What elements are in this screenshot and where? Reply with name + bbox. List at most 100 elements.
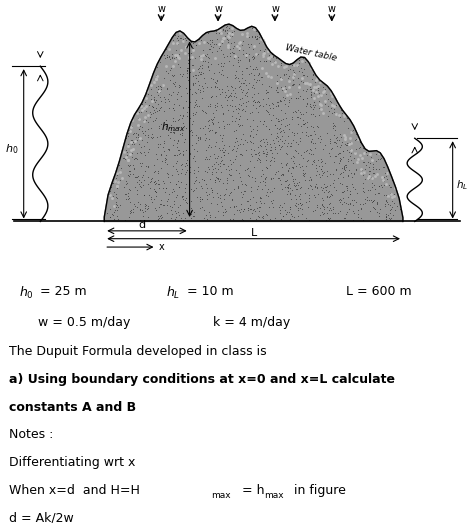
- Point: [282, 177, 289, 185]
- Point: [159, 177, 167, 185]
- Point: [379, 163, 386, 172]
- Point: [352, 144, 360, 153]
- Point: [299, 165, 307, 174]
- Point: [388, 197, 395, 205]
- Point: [370, 165, 377, 173]
- Point: [141, 166, 149, 175]
- Point: [310, 123, 317, 131]
- Point: [197, 70, 204, 78]
- Point: [126, 127, 134, 135]
- Point: [341, 166, 348, 174]
- Point: [141, 207, 149, 215]
- Point: [300, 169, 307, 178]
- Point: [191, 54, 199, 63]
- Point: [217, 46, 225, 54]
- Point: [305, 149, 312, 157]
- Point: [273, 77, 281, 85]
- Point: [113, 184, 120, 192]
- Point: [199, 107, 206, 115]
- Point: [218, 202, 225, 210]
- Point: [190, 178, 198, 187]
- Point: [135, 130, 142, 139]
- Point: [234, 73, 242, 82]
- Point: [287, 139, 294, 147]
- Point: [201, 155, 209, 163]
- Point: [182, 194, 190, 202]
- Point: [345, 139, 352, 147]
- Point: [220, 190, 228, 199]
- Point: [152, 179, 160, 187]
- Point: [149, 109, 157, 118]
- Point: [333, 132, 341, 141]
- Point: [204, 58, 212, 66]
- Point: [383, 169, 390, 177]
- Point: [183, 112, 191, 120]
- Point: [237, 199, 245, 208]
- Point: [152, 104, 159, 112]
- Point: [327, 89, 335, 97]
- Point: [240, 204, 248, 213]
- Point: [144, 204, 152, 212]
- Point: [292, 202, 300, 211]
- Point: [179, 151, 187, 159]
- Point: [340, 213, 347, 222]
- Point: [275, 141, 283, 149]
- Point: [302, 86, 310, 95]
- Point: [265, 50, 273, 59]
- Point: [232, 126, 240, 134]
- Point: [268, 50, 275, 58]
- Point: [355, 154, 362, 163]
- Point: [178, 160, 186, 168]
- Point: [212, 29, 219, 37]
- Point: [267, 156, 274, 165]
- Point: [127, 208, 135, 217]
- Point: [128, 206, 135, 214]
- Point: [272, 145, 279, 153]
- Point: [321, 84, 329, 93]
- Point: [217, 59, 225, 67]
- Point: [233, 206, 241, 214]
- Point: [347, 139, 355, 147]
- Point: [354, 134, 362, 143]
- Point: [327, 180, 334, 189]
- Point: [254, 149, 262, 157]
- Point: [298, 74, 306, 82]
- Point: [391, 206, 399, 214]
- Point: [188, 140, 196, 149]
- Point: [170, 129, 178, 138]
- Point: [383, 213, 390, 221]
- Point: [380, 162, 388, 170]
- Point: [219, 117, 227, 126]
- Point: [232, 67, 239, 75]
- Point: [243, 197, 250, 205]
- Point: [246, 157, 254, 166]
- Point: [360, 184, 367, 192]
- Point: [270, 157, 278, 165]
- Point: [273, 98, 281, 106]
- Point: [233, 143, 241, 152]
- Point: [220, 53, 228, 61]
- Point: [249, 206, 256, 214]
- Point: [375, 181, 383, 190]
- Point: [179, 216, 187, 224]
- Point: [301, 71, 308, 79]
- Point: [283, 208, 291, 216]
- Point: [103, 208, 110, 217]
- Point: [238, 151, 246, 160]
- Point: [250, 71, 257, 79]
- Point: [283, 90, 290, 99]
- Point: [326, 170, 333, 178]
- Point: [228, 195, 236, 203]
- Point: [213, 189, 220, 197]
- Point: [342, 199, 350, 207]
- Text: $h_0$: $h_0$: [19, 285, 34, 301]
- Point: [139, 100, 146, 108]
- Point: [230, 92, 237, 100]
- Point: [336, 207, 344, 215]
- Point: [183, 64, 191, 72]
- Point: [171, 106, 178, 114]
- Point: [289, 152, 297, 160]
- Point: [167, 64, 174, 72]
- Point: [194, 71, 202, 79]
- Point: [256, 203, 264, 211]
